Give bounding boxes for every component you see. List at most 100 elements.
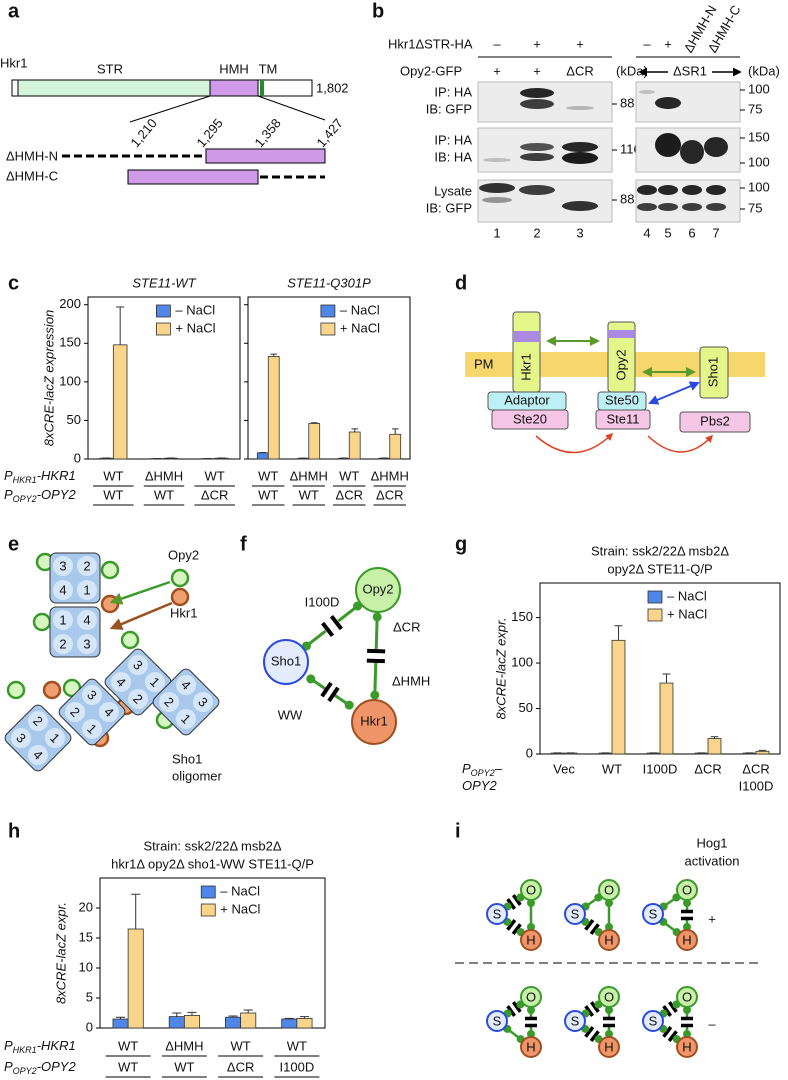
row-label: OPY2 xyxy=(462,778,497,793)
error-bar xyxy=(243,1009,253,1013)
node-label: S xyxy=(649,1013,658,1028)
bar xyxy=(659,682,674,755)
text: (kDa) xyxy=(616,63,648,78)
link xyxy=(373,616,379,696)
text: Opy2 xyxy=(613,349,628,380)
text: + xyxy=(664,36,672,51)
bar xyxy=(611,639,626,755)
error-bar xyxy=(299,1016,310,1019)
category-label: WT xyxy=(231,1038,251,1053)
subunit xyxy=(176,708,196,729)
subunit xyxy=(77,634,97,654)
unit-box xyxy=(152,668,220,736)
break-mark xyxy=(662,1026,673,1038)
node xyxy=(520,1036,542,1058)
row-label-rest: -HKR1 xyxy=(37,1038,76,1053)
chart-title: Strain: ssk2/22Δ msb2Δ xyxy=(143,838,281,853)
text: d xyxy=(455,272,467,294)
link-dot xyxy=(370,690,380,700)
y-tick-label: 100 xyxy=(59,373,81,388)
node-label: O xyxy=(604,882,614,897)
category-label: WT xyxy=(118,1038,138,1053)
subunit xyxy=(11,728,32,748)
category-label: WT xyxy=(602,761,622,776)
break-mark xyxy=(366,658,385,664)
y-tick-label: 0 xyxy=(526,745,533,760)
break-mark xyxy=(589,923,600,935)
category-label: ΔCR xyxy=(694,761,721,776)
text: + xyxy=(708,911,716,926)
text: 1,295 xyxy=(193,116,225,151)
link-dot xyxy=(527,899,535,907)
subunit xyxy=(192,692,213,712)
text: 100 xyxy=(748,179,770,194)
text: Lysate xyxy=(434,183,472,198)
y-tick-label: 15 xyxy=(79,929,93,944)
legend-swatch xyxy=(155,322,171,336)
category-label: WT xyxy=(299,487,319,502)
text: 3 xyxy=(576,225,583,240)
bar xyxy=(281,1018,298,1029)
node-label: S xyxy=(571,1013,580,1028)
text: ΔHMH-C xyxy=(6,168,58,183)
legend-label: + NaCl xyxy=(667,606,707,621)
y-tick-label: 150 xyxy=(59,335,81,350)
y-tick-label: 10 xyxy=(79,959,93,974)
row-label-rest: – xyxy=(494,761,503,776)
category-label: WT xyxy=(258,468,278,483)
text: IP: HA xyxy=(434,84,472,99)
opy2-marker xyxy=(6,680,26,700)
text: 6 xyxy=(688,225,695,240)
category-label: I100D xyxy=(280,1059,315,1074)
node xyxy=(355,567,401,613)
y-tick-label: 0 xyxy=(86,1019,93,1034)
blot-band xyxy=(682,203,702,211)
legend-label: + NaCl xyxy=(220,901,260,916)
text: 100 xyxy=(748,81,770,96)
node-label: H xyxy=(604,932,613,947)
g: Opy2 Sho1 Hkr1 xyxy=(263,567,401,745)
category-label: ΔHMH xyxy=(165,1038,203,1053)
error-bar xyxy=(284,1017,294,1019)
break-mark xyxy=(584,1026,595,1038)
text: g xyxy=(455,533,467,555)
bar xyxy=(296,1018,313,1029)
error-bar xyxy=(614,625,623,641)
legend-swatch xyxy=(200,885,216,899)
blot-band xyxy=(566,106,594,110)
bar xyxy=(755,750,770,755)
text: c xyxy=(8,272,19,294)
text: TM xyxy=(259,61,278,76)
node xyxy=(486,1010,508,1032)
category-label: WT xyxy=(103,468,123,483)
bar xyxy=(183,1015,200,1029)
node xyxy=(520,879,542,901)
bar xyxy=(225,1016,242,1029)
blot-band xyxy=(637,203,657,211)
line xyxy=(109,601,173,630)
blot-band xyxy=(637,185,657,195)
error-bar xyxy=(351,428,358,432)
break-mark xyxy=(511,1001,522,1013)
category-label: ΔHMH xyxy=(290,468,328,483)
break-mark xyxy=(667,1001,678,1013)
node xyxy=(520,929,542,951)
row-label-main: P xyxy=(4,1059,13,1074)
text: Ste50 xyxy=(605,392,639,407)
subunit xyxy=(53,610,73,630)
blot-band xyxy=(639,90,655,94)
line xyxy=(257,95,326,121)
node-label: H xyxy=(682,932,691,947)
text: ΔSR1 xyxy=(673,63,707,78)
blot-band xyxy=(682,185,702,195)
row-label-sub: HKR1 xyxy=(13,475,37,485)
node xyxy=(676,929,698,951)
sho1-unit: 1 4 2 3 xyxy=(49,606,101,658)
subunit-label: 1 xyxy=(83,582,90,597)
link-dot xyxy=(683,1006,691,1014)
rect xyxy=(209,79,259,97)
g xyxy=(479,88,728,211)
